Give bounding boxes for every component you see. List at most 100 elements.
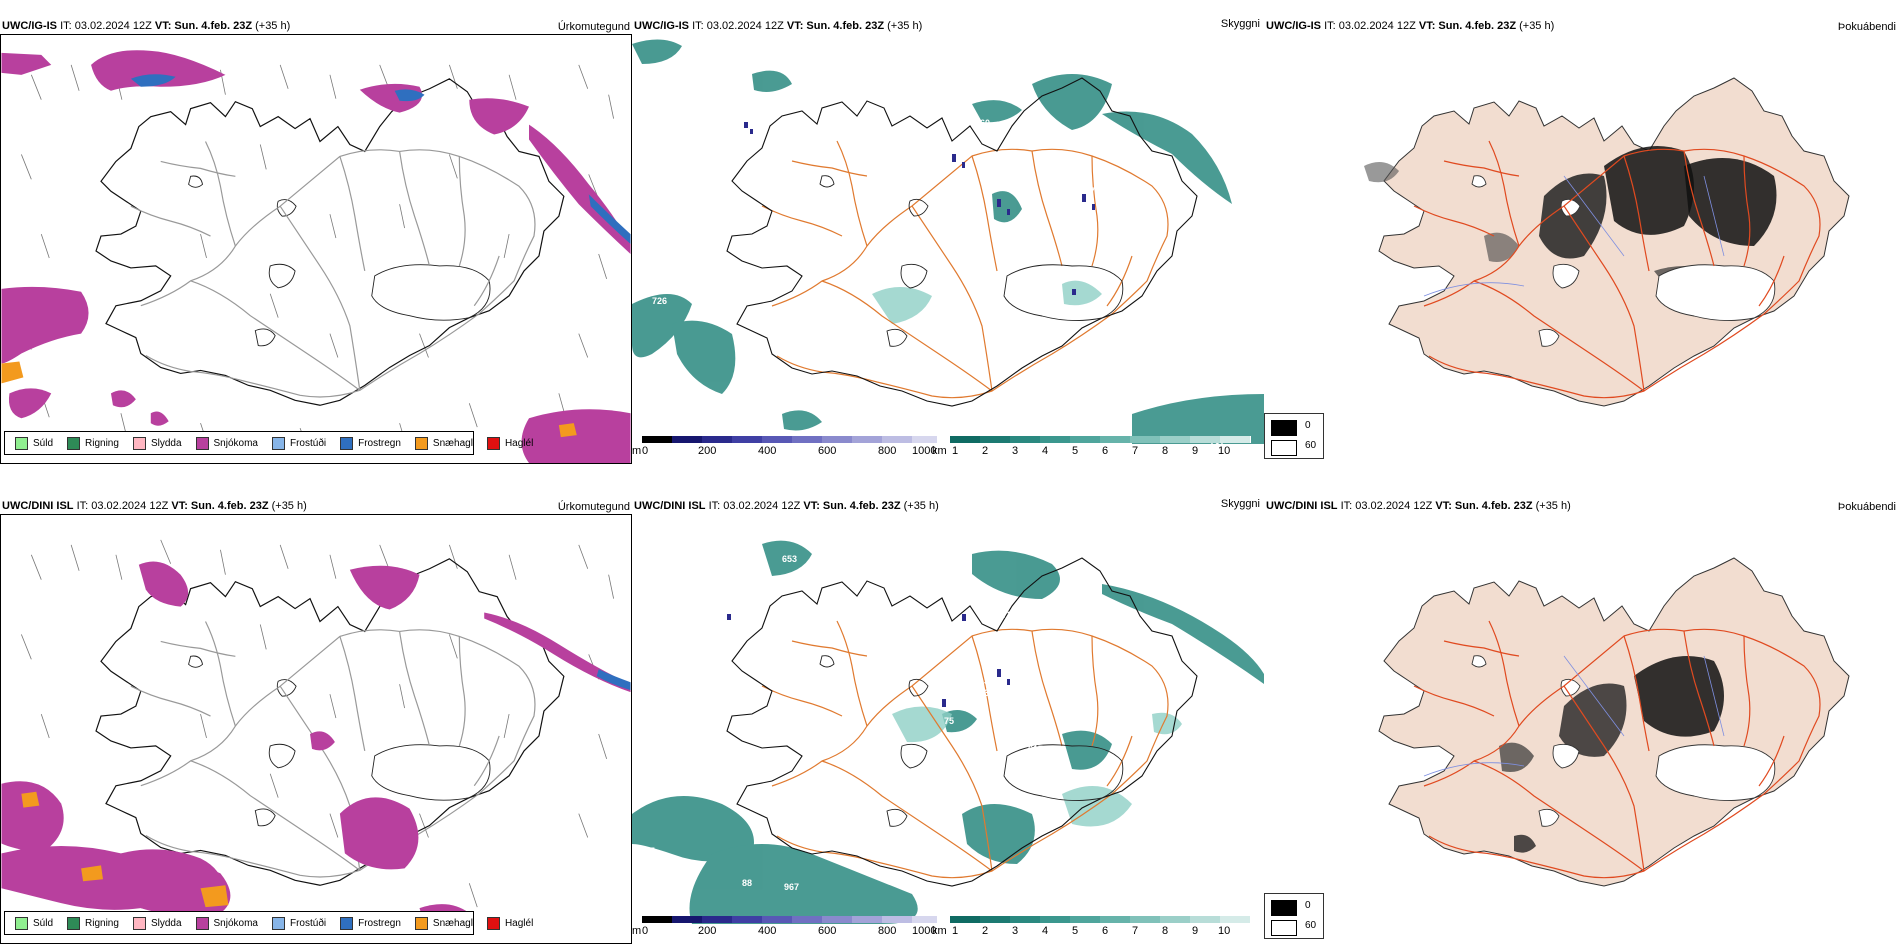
fog-map <box>1264 34 1900 444</box>
svg-text:75: 75 <box>944 716 954 726</box>
colorbar-tick: 6 <box>1102 445 1109 457</box>
model-name: UWC/IG-IS <box>1266 20 1321 32</box>
panel-title: Úrkomutegund <box>557 21 630 33</box>
precip-map <box>0 34 632 464</box>
colorbar-tick: 7 <box>1132 925 1139 937</box>
svg-text:70: 70 <box>1090 186 1100 196</box>
colorbar-tick: 800 <box>878 445 897 457</box>
colorbar-tick: 600 <box>818 925 837 937</box>
colorbar-tick: 600 <box>818 445 837 457</box>
visibility-map: 319 300 60 70 20 726 797 <box>632 34 1264 444</box>
init-time: IT: 03.02.2024 12Z <box>1340 500 1436 512</box>
panel-header: UWC/DINI ISL IT: 03.02.2024 12Z VT: Sun.… <box>634 500 939 512</box>
valid-time: VT: Sun. 4.feb. 23Z <box>154 20 253 32</box>
low-visibility-areas <box>632 39 1264 444</box>
init-time: IT: 03.02.2024 12Z <box>60 20 155 32</box>
lead-time: (+35 h) <box>900 500 939 512</box>
legend-item: Rigning <box>67 436 119 450</box>
fog-legend: 0 60 <box>1264 413 1324 459</box>
legend-item: Frostregn <box>340 436 401 450</box>
colorbar-tick: 1000 <box>912 445 937 457</box>
colorbar-tick: 1000 <box>912 925 937 937</box>
fog-legend-label: 0 <box>1305 900 1311 911</box>
visibility-colorbar: km 1 2 3 4 5 6 7 8 9 10 <box>932 916 1260 940</box>
legend-swatch <box>414 916 428 930</box>
colorbar-tick: 2 <box>982 445 989 457</box>
panel-header: UWC/DINI ISL IT: 03.02.2024 12Z VT: Sun.… <box>2 500 307 512</box>
svg-text:60: 60 <box>980 118 990 128</box>
legend-swatch <box>271 916 285 930</box>
colorbar-tick: 8 <box>1162 445 1169 457</box>
svg-text:653: 653 <box>782 554 797 564</box>
fog-legend-label: 0 <box>1305 420 1311 431</box>
legend-item: Súld <box>15 436 53 450</box>
panel-title: Þokuábendi <box>1837 501 1896 513</box>
lead-time: (+35 h) <box>268 500 307 512</box>
panel-title: Úrkomutegund <box>557 501 630 513</box>
colorbar-unit: m <box>632 445 642 457</box>
colorbar-tick: 6 <box>1102 925 1109 937</box>
precip-legend: Súld Rigning Slydda Snjókoma Frostúði Fr… <box>4 911 533 935</box>
visibility-map: 653 73 337 377 75 381 617 467 885 88 967 <box>632 514 1264 924</box>
svg-text:73: 73 <box>1002 610 1012 620</box>
snow-areas <box>1 561 631 927</box>
precip-map <box>0 514 632 944</box>
colorbar-tick: 10 <box>1218 445 1231 457</box>
valid-time: VT: Sun. 4.feb. 23Z <box>1435 500 1533 512</box>
precip-legend: Súld Rigning Slydda Snjókoma Frostúði Fr… <box>4 431 533 455</box>
legend-item: Haglél <box>486 916 533 930</box>
legend-swatch <box>414 436 428 450</box>
legend-item: Frostúði <box>271 436 326 450</box>
height-colorbar: m 0 200 400 600 800 1000 <box>632 436 942 460</box>
visibility-colorbar: km 1 2 3 4 5 6 7 8 9 10 <box>932 436 1260 460</box>
panel-header: UWC/IG-IS IT: 03.02.2024 12Z VT: Sun. 4.… <box>1266 20 1554 32</box>
valid-time: VT: Sun. 4.feb. 23Z <box>786 20 885 32</box>
svg-text:20: 20 <box>998 221 1008 231</box>
svg-text:337: 337 <box>984 676 999 686</box>
fog-panel-row1: UWC/IG-IS IT: 03.02.2024 12Z VT: Sun. 4.… <box>1264 16 1900 464</box>
colorbar-tick: 5 <box>1072 925 1079 937</box>
legend-swatch <box>67 916 81 930</box>
legend-item: Slydda <box>132 436 182 450</box>
panel-header: UWC/IG-IS IT: 03.02.2024 12Z VT: Sun. 4.… <box>2 20 290 32</box>
fog-map <box>1264 514 1900 924</box>
svg-text:88: 88 <box>742 878 752 888</box>
init-time: IT: 03.02.2024 12Z <box>76 500 172 512</box>
colorbar-tick: 0 <box>642 445 649 457</box>
panel-title: Skyggni <box>1220 498 1260 510</box>
legend-item: Slydda <box>132 916 182 930</box>
colorbar-tick: 4 <box>1042 925 1049 937</box>
colorbar-unit: m <box>632 925 642 937</box>
lead-time: (+35 h) <box>884 20 923 32</box>
svg-text:377: 377 <box>984 688 999 698</box>
panel-title: Skyggni <box>1220 18 1260 30</box>
legend-item: Haglél <box>486 436 533 450</box>
fog-swatch <box>1271 900 1297 916</box>
precip-panel-row1: UWC/IG-IS IT: 03.02.2024 12Z VT: Sun. 4.… <box>0 16 632 464</box>
model-name: UWC/DINI ISL <box>2 500 74 512</box>
colorbar-tick: 9 <box>1192 445 1199 457</box>
svg-text:381: 381 <box>1010 728 1025 738</box>
model-name: UWC/IG-IS <box>634 20 689 32</box>
colorbar-tick: 3 <box>1012 445 1019 457</box>
svg-text:885: 885 <box>640 846 655 856</box>
init-time: IT: 03.02.2024 12Z <box>692 20 787 32</box>
colorbar-tick: 5 <box>1072 445 1079 457</box>
svg-text:300: 300 <box>782 100 797 110</box>
visibility-panel-row1: UWC/IG-IS IT: 03.02.2024 12Z VT: Sun. 4.… <box>632 16 1264 464</box>
colorbar-tick: 400 <box>758 925 777 937</box>
colorbar-tick: 7 <box>1132 445 1139 457</box>
fog-legend-label: 60 <box>1305 440 1317 451</box>
legend-swatch <box>486 916 500 930</box>
legend-swatch <box>340 916 354 930</box>
colorbar-unit: km <box>932 445 947 457</box>
svg-text:726: 726 <box>652 296 667 306</box>
legend-swatch <box>15 916 28 930</box>
valid-time: VT: Sun. 4.feb. 23Z <box>803 500 901 512</box>
legend-swatch <box>67 436 81 450</box>
init-time: IT: 03.02.2024 12Z <box>1324 20 1419 32</box>
colorbar-tick: 10 <box>1218 925 1231 937</box>
legend-swatch <box>486 436 500 450</box>
colorbar-tick: 4 <box>1042 445 1049 457</box>
precip-panel-row2: UWC/DINI ISL IT: 03.02.2024 12Z VT: Sun.… <box>0 496 632 944</box>
